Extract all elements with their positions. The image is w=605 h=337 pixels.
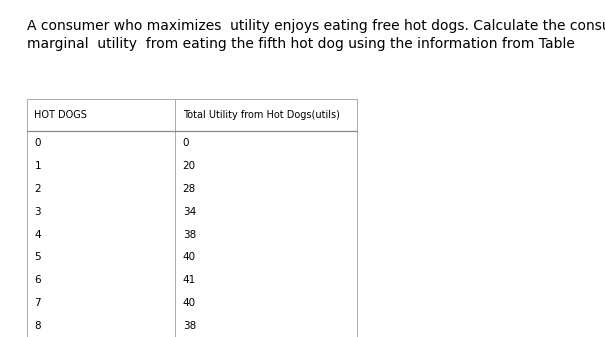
Text: Total Utility from Hot Dogs(utils): Total Utility from Hot Dogs(utils) bbox=[183, 111, 339, 120]
Text: 2: 2 bbox=[34, 184, 41, 194]
Text: 0: 0 bbox=[183, 138, 189, 148]
Text: 0: 0 bbox=[34, 138, 41, 148]
Text: 7: 7 bbox=[34, 298, 41, 308]
Text: 4: 4 bbox=[34, 229, 41, 240]
Text: 41: 41 bbox=[183, 275, 196, 285]
Text: 38: 38 bbox=[183, 229, 196, 240]
Text: 40: 40 bbox=[183, 252, 196, 263]
Text: HOT DOGS: HOT DOGS bbox=[34, 111, 87, 120]
Text: 3: 3 bbox=[34, 207, 41, 217]
Text: 28: 28 bbox=[183, 184, 196, 194]
Text: 5: 5 bbox=[34, 252, 41, 263]
Text: 38: 38 bbox=[183, 321, 196, 331]
Text: 8: 8 bbox=[34, 321, 41, 331]
Text: 6: 6 bbox=[34, 275, 41, 285]
Text: 1: 1 bbox=[34, 161, 41, 171]
Text: 34: 34 bbox=[183, 207, 196, 217]
Text: 40: 40 bbox=[183, 298, 196, 308]
Text: 20: 20 bbox=[183, 161, 196, 171]
Text: A consumer who maximizes  utility enjoys eating free hot dogs. Calculate the con: A consumer who maximizes utility enjoys … bbox=[27, 19, 605, 52]
